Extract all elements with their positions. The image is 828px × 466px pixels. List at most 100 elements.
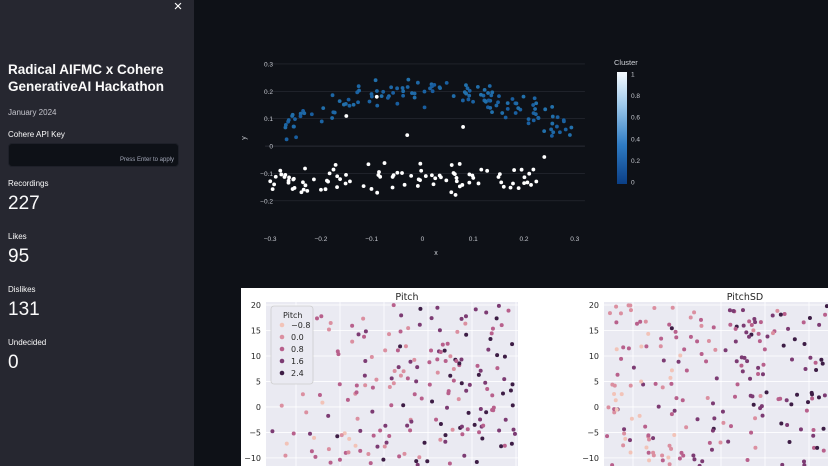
scatter-point: [666, 455, 671, 460]
scatter-point: [488, 336, 493, 341]
scatter-point: [337, 382, 342, 387]
scatter-point: [497, 428, 502, 433]
cluster-point-0: [298, 114, 303, 119]
scatter-point: [728, 424, 733, 429]
pitchsd-ytick: 15: [589, 326, 599, 335]
api-key-input[interactable]: Press Enter to apply: [8, 143, 179, 167]
scatter-point: [817, 322, 822, 327]
scatter-point: [753, 320, 758, 325]
cluster-point-0: [549, 127, 554, 132]
scatter-point: [698, 317, 703, 322]
cluster-point-1: [282, 175, 287, 179]
cluster-point-1: [512, 168, 517, 172]
scatter-point: [443, 433, 448, 438]
legend-label: 0.0: [291, 333, 304, 342]
cluster-point-0: [542, 129, 547, 134]
cluster-point-0: [400, 86, 405, 90]
cluster-point-0: [534, 101, 539, 106]
scatter-point: [457, 361, 462, 366]
scatter-point: [476, 372, 481, 377]
cluster-point-1: [418, 178, 422, 183]
pitch-plot-title: Pitch: [395, 292, 418, 303]
scatter-point: [732, 394, 737, 399]
scatter-point: [506, 308, 511, 313]
cluster-point-1: [405, 133, 410, 138]
cluster-point-1: [430, 173, 434, 178]
cluster-point-1: [508, 185, 513, 190]
cluster-point-0: [465, 86, 470, 91]
cluster-point-1: [467, 172, 472, 177]
scatter-point: [614, 304, 619, 309]
scatter-point: [779, 421, 784, 426]
cluster-point-0: [342, 102, 346, 107]
scatter-point: [720, 409, 725, 414]
scatter-point: [478, 417, 483, 422]
scatter-point: [304, 410, 309, 415]
cluster-point-0: [561, 118, 566, 123]
scatter-point: [699, 351, 704, 356]
scatter-point: [437, 328, 442, 333]
cluster-point-0: [321, 106, 326, 111]
cluster-point-1: [439, 175, 443, 180]
cluster-point-0: [395, 86, 400, 91]
cluster-point-1: [431, 182, 436, 187]
scatter-point: [798, 427, 803, 432]
scatter-point: [667, 443, 672, 448]
pitchsd-ytick: 20: [589, 301, 599, 310]
colorbar-tick: 0.6: [631, 115, 640, 122]
scatter-point: [283, 453, 288, 458]
scatter-point: [714, 376, 719, 381]
scatter-point: [455, 329, 460, 334]
cluster-ytick: 0.3: [264, 61, 273, 68]
scatter-point: [751, 402, 756, 407]
scatter-point: [440, 342, 445, 347]
cluster-point-0: [347, 103, 352, 108]
scatter-point: [669, 368, 674, 373]
cluster-point-0: [432, 83, 437, 87]
scatter-point: [443, 439, 448, 444]
cluster-grid: [265, 63, 585, 202]
scatter-point: [758, 394, 763, 399]
cluster-point-1: [286, 178, 291, 183]
cluster-scatter-plot[interactable]: 0.3 0.2 0.1 0 −0.1 −0.2 −0.3 −0.2 −0.1 0 0.1 0.2 0.3…: [240, 45, 660, 265]
scatter-point: [354, 390, 359, 395]
cluster-point-0: [496, 100, 500, 105]
scatter-point: [626, 346, 631, 351]
cluster-point-0: [351, 102, 356, 107]
scatter-point: [511, 427, 516, 432]
scatter-point: [695, 417, 700, 422]
scatter-point: [481, 423, 486, 428]
close-sidebar-icon[interactable]: ×: [173, 0, 183, 15]
cluster-point-1: [305, 188, 310, 193]
scatter-point: [387, 385, 392, 390]
scatter-point: [712, 416, 717, 421]
scatter-point: [619, 392, 624, 397]
cluster-ytick: 0.1: [264, 116, 273, 123]
cluster-point-1: [390, 175, 395, 179]
scatter-point: [454, 359, 459, 364]
scatter-point: [496, 303, 501, 308]
cluster-point-1: [454, 179, 459, 184]
scatter-point: [391, 303, 396, 308]
scatter-point: [727, 308, 732, 313]
cluster-point-0: [451, 94, 456, 98]
scatter-point: [795, 392, 800, 397]
scatter-point: [427, 360, 432, 365]
scatter-point: [414, 459, 419, 464]
cluster-point-0: [302, 111, 307, 116]
scatter-point: [451, 367, 456, 372]
cluster-point-0: [513, 111, 518, 115]
metric-label-likes: Likes: [8, 232, 27, 241]
cluster-point-1: [319, 187, 323, 192]
cluster-scatter-svg: 0.30.20.10−0.1−0.2−0.3 −0.2 −0.1 0 0.1 0.2 0.3…: [241, 58, 640, 257]
scatter-point: [346, 450, 351, 455]
scatter-point: [726, 439, 731, 444]
scatter-point: [434, 417, 439, 422]
cluster-point-0: [294, 135, 298, 140]
cluster-point-1: [270, 187, 275, 192]
scatter-point: [684, 368, 689, 373]
scatter-point: [485, 387, 490, 392]
cluster-point-0: [516, 106, 521, 111]
scatter-point: [643, 424, 648, 429]
scatter-point: [502, 354, 507, 359]
